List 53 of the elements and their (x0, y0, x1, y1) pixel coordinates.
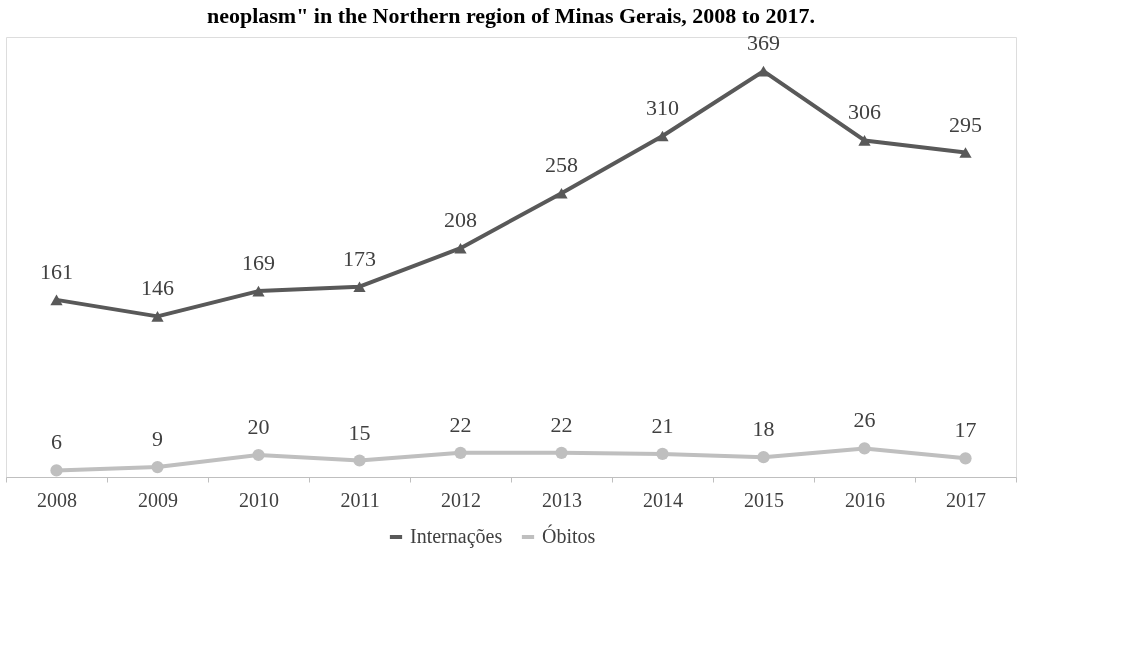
x-tick-label: 2010 (239, 488, 279, 511)
point (454, 242, 467, 254)
x-tick-label: 2012 (441, 488, 481, 511)
data-label: 6 (51, 429, 62, 455)
point (252, 448, 265, 462)
data-label: 369 (747, 30, 780, 56)
data-label: 22 (550, 411, 573, 437)
x-tick-label: 2013 (542, 488, 582, 511)
data-label: 169 (242, 250, 275, 276)
point (555, 446, 568, 459)
point (50, 294, 63, 306)
point (757, 65, 770, 77)
data-label: 15 (348, 419, 371, 445)
data-label: 306 (848, 99, 881, 125)
point (252, 285, 265, 297)
data-label: 146 (141, 275, 174, 301)
data-label: 258 (545, 152, 578, 178)
point (50, 464, 63, 477)
point (656, 130, 669, 142)
x-tick-label: 2009 (138, 488, 178, 511)
data-label: 208 (444, 207, 477, 233)
x-tick-label: 2014 (643, 488, 683, 511)
point (353, 454, 366, 467)
data-label: 310 (646, 95, 679, 120)
point (151, 311, 164, 322)
legend-label: Internações (410, 525, 503, 548)
point (858, 135, 871, 146)
x-tick-label: 2008 (37, 488, 77, 511)
x-tick-label: 2016 (845, 488, 885, 511)
point (757, 451, 770, 464)
data-label: 161 (40, 258, 73, 284)
data-label: 9 (152, 426, 163, 452)
data-label: 26 (853, 407, 876, 433)
data-label: 21 (651, 412, 674, 438)
point (959, 147, 972, 158)
x-tick-label: 2015 (744, 488, 784, 511)
point (454, 446, 467, 459)
legend-label: Óbitos (542, 524, 596, 547)
point (353, 281, 366, 292)
data-label: 17 (954, 417, 977, 443)
point (959, 452, 972, 465)
point (656, 447, 669, 461)
x-tick-label: 2011 (340, 488, 380, 511)
data-label: 18 (752, 416, 775, 442)
point (555, 187, 568, 199)
data-label: 22 (449, 411, 472, 437)
data-label: 20 (247, 414, 270, 439)
chart-title: neoplasm" in the Northern region of Minas Gerais, 2008 to 2017. (206, 3, 816, 29)
point (151, 460, 164, 474)
data-label: 295 (949, 111, 982, 137)
data-label: 173 (343, 245, 376, 271)
x-tick-label: 2017 (946, 488, 986, 511)
point (858, 442, 871, 455)
